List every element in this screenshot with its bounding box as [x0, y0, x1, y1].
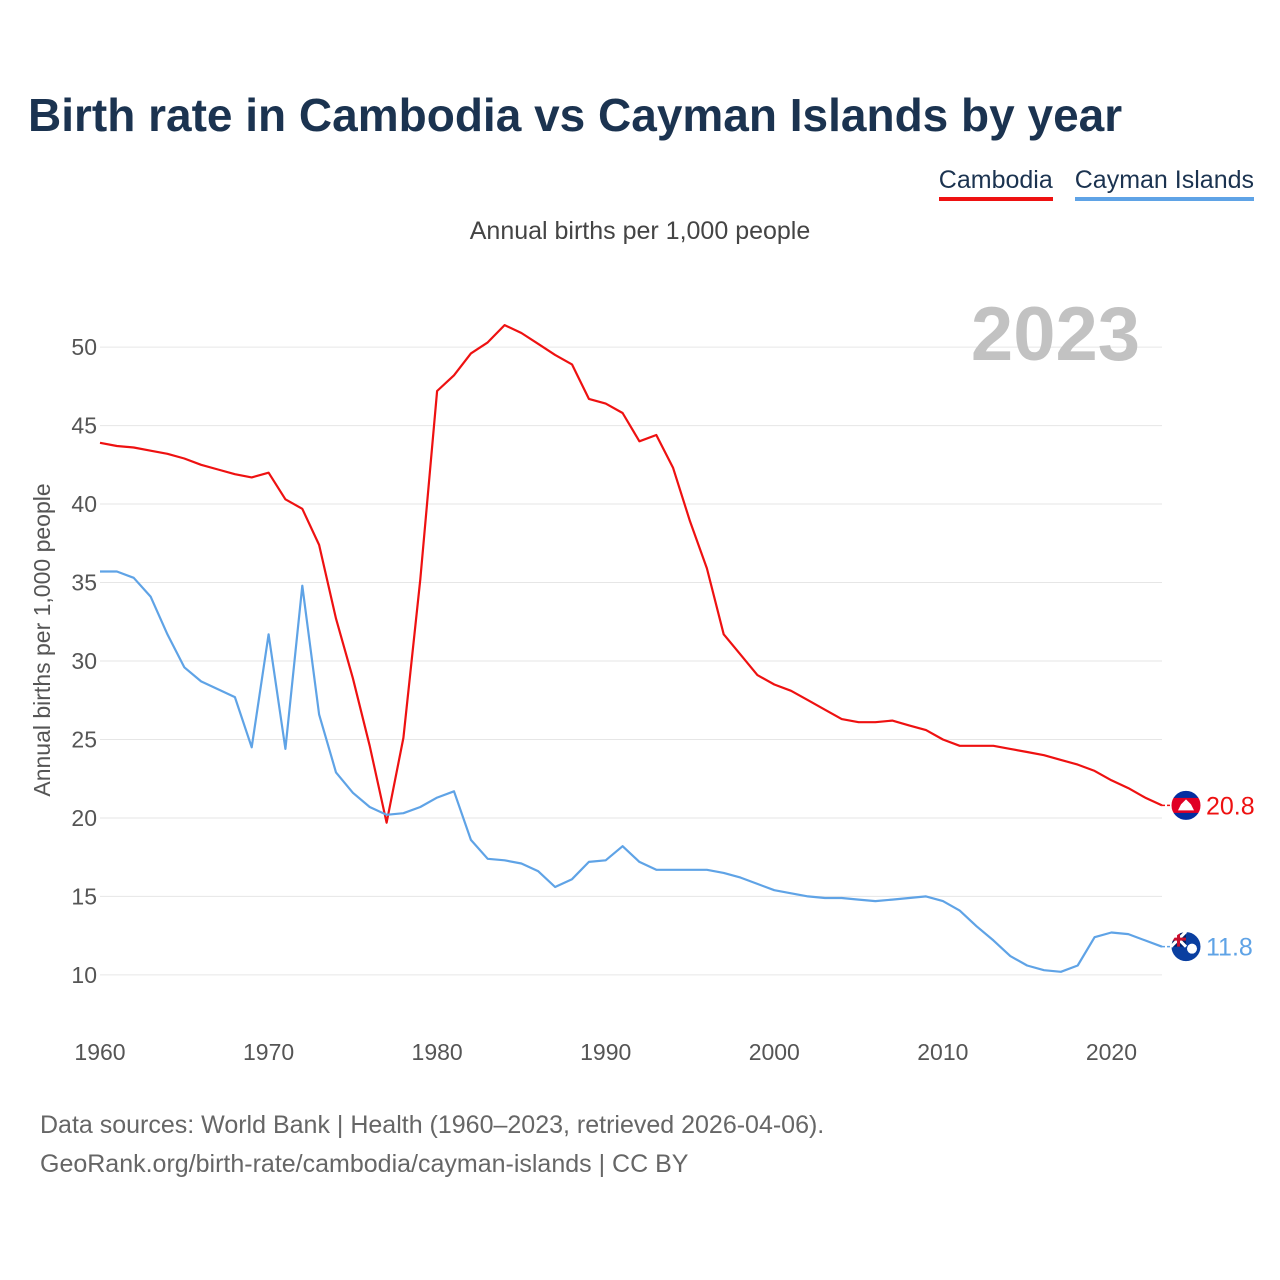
chart-subtitle: Annual births per 1,000 people	[469, 217, 811, 245]
x-tick-label: 1990	[580, 1039, 631, 1065]
y-tick-label: 45	[71, 413, 97, 439]
x-axis-ticks: 1960 1970 1980 1990 2000 2010 2020	[74, 1039, 1137, 1065]
cayman-islands-flag-icon	[1171, 931, 1201, 962]
y-tick-label: 15	[71, 883, 97, 909]
series-line-cambodia	[99, 324, 1163, 824]
y-tick-label: 35	[71, 570, 97, 596]
legend-item-cambodia[interactable]: Cambodia	[938, 166, 1053, 201]
end-markers: 20.8 11.8	[1162, 789, 1255, 963]
end-value-label: 20.8	[1206, 792, 1255, 820]
y-tick-label: 40	[71, 491, 97, 517]
legend: Cambodia Cayman Islands	[938, 166, 1254, 201]
source-url[interactable]: GeoRank.org/birth-rate/cambodia/cayman-i…	[40, 1150, 689, 1178]
source-note: Data sources: World Bank | Health (1960–…	[40, 1111, 825, 1139]
y-tick-label: 10	[71, 962, 97, 988]
legend-item-cayman-islands[interactable]: Cayman Islands	[1074, 166, 1254, 201]
footer: Data sources: World Bank | Health (1960–…	[40, 1106, 824, 1184]
y-tick-label: 50	[71, 334, 97, 360]
x-tick-label: 1980	[412, 1039, 463, 1065]
x-tick-label: 2010	[917, 1039, 968, 1065]
y-tick-label: 25	[71, 726, 97, 752]
x-tick-label: 1960	[74, 1039, 125, 1065]
y-tick-label: 20	[71, 805, 97, 831]
year-label: 2023	[971, 292, 1140, 377]
y-axis-label: Annual births per 1,000 people	[29, 483, 55, 796]
x-tick-label: 2020	[1086, 1039, 1137, 1065]
y-tick-label: 30	[71, 648, 97, 674]
series-lines	[99, 324, 1163, 973]
series-line-cayman-islands	[100, 570, 1163, 973]
page-title: Birth rate in Cambodia vs Cayman Islands…	[28, 89, 1123, 141]
gridlines	[100, 346, 1162, 976]
end-value-label: 11.8	[1206, 934, 1253, 962]
cambodia-flag-icon	[1171, 790, 1201, 821]
y-axis-ticks: 10 15 20 25 30 35 40 45 50	[71, 334, 97, 988]
x-tick-label: 2000	[749, 1039, 800, 1065]
x-tick-label: 1970	[243, 1039, 294, 1065]
